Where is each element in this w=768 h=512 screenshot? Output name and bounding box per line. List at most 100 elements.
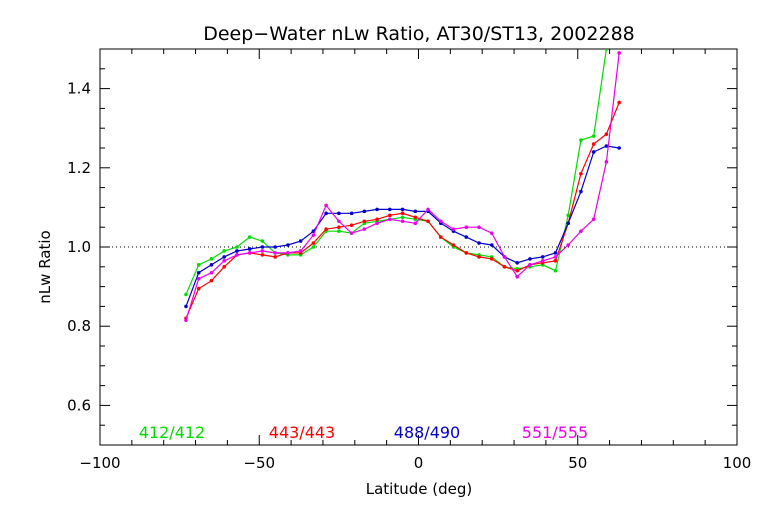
data-point [196,270,201,275]
data-point [260,253,265,257]
y-tick-label: 0.6 [67,396,91,414]
data-point [298,249,303,253]
data-point [196,263,201,267]
data-point [362,209,367,214]
data-point [464,225,469,229]
data-point [400,211,405,216]
data-point [413,215,418,220]
data-point [184,292,188,297]
x-tick-label: −50 [243,454,275,472]
x-tick-label: 0 [414,454,424,472]
x-axis-label: Latitude (deg) [366,480,472,498]
data-point [591,217,596,222]
data-point [489,243,494,247]
data-point [222,265,227,269]
data-point [260,245,265,249]
data-point [375,207,379,212]
data-point [477,255,481,259]
data-point [591,142,596,146]
data-point [515,274,520,279]
legend-entry: 551/555 [522,423,588,442]
data-point [553,268,558,273]
data-point [400,207,405,212]
data-point [604,132,609,136]
data-point [540,255,545,259]
data-point [273,255,277,259]
data-point [388,213,392,218]
data-point [324,211,328,216]
data-point [337,225,341,229]
data-point [438,235,443,239]
data-point [426,219,430,224]
y-tick-label: 1.2 [67,159,91,177]
data-point [579,171,583,176]
data-point [375,221,379,226]
data-point [464,251,469,255]
y-tick-label: 1.0 [67,238,91,256]
data-point [617,51,621,55]
data-point [375,217,379,222]
data-point [311,245,316,249]
data-point [286,243,290,247]
chart-title: Deep−Water nLw Ratio, AT30/ST13, 2002288 [203,23,635,45]
data-point [337,229,341,233]
data-point [247,251,252,255]
series-551-555 [184,51,621,323]
x-tick-label: 50 [568,454,587,472]
data-point [324,227,328,231]
y-axis-label: nLw Ratio [36,230,54,303]
data-point [464,235,469,239]
data-point [349,231,354,235]
legend-entry: 443/443 [269,423,335,442]
data-point [337,211,341,216]
data-point [388,217,392,222]
data-point [324,203,328,208]
data-point [566,221,570,226]
data-point [604,144,609,148]
data-point [260,249,265,253]
data-point [222,259,227,263]
data-point [604,160,609,164]
data-point [209,270,214,275]
data-point [273,245,277,249]
data-point [566,243,570,247]
data-point [451,243,456,247]
data-point [438,219,443,224]
data-point [579,229,583,233]
series-488-490 [184,144,621,309]
data-point [311,233,316,237]
data-point [426,207,430,212]
data-point [400,219,405,224]
data-point [388,207,392,212]
data-point [196,286,201,291]
y-tick-label: 1.4 [67,80,91,98]
data-point [362,219,367,224]
data-point [528,263,532,267]
plot-frame [99,48,738,446]
data-point [579,138,583,142]
data-point [477,241,481,245]
data-point [298,239,303,243]
data-point [515,268,520,273]
data-point [247,235,252,239]
data-point [235,245,239,249]
data-point [184,304,188,309]
legend-entry: 412/412 [139,423,205,442]
data-point [489,257,494,261]
series-412-412 [184,49,609,297]
data-point [337,219,341,224]
data-point [349,211,354,216]
data-point [222,255,227,259]
data-point [235,249,239,253]
data-point [553,259,558,263]
y-tick-label: 0.8 [67,317,91,335]
data-point [260,239,265,243]
data-point [489,231,494,235]
data-point [273,251,277,255]
data-point [400,215,405,220]
series-line [185,145,620,307]
data-point [515,261,520,265]
data-point [209,278,214,283]
data-point [209,263,214,267]
